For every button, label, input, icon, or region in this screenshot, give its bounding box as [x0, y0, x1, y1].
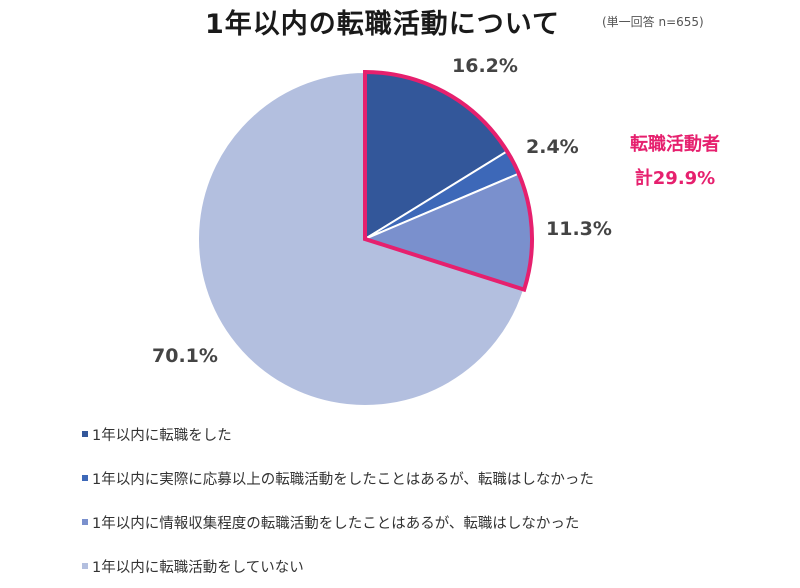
slice-label-1: 2.4% — [526, 136, 579, 158]
slice-label-2: 11.3% — [546, 218, 612, 240]
annotation-line-1: 転職活動者 — [630, 134, 720, 155]
annotation-line-2: 計29.9% — [634, 168, 716, 189]
legend-item: 1年以内に実際に応募以上の転職活動をしたことはあるが、転職はしなかった — [82, 456, 594, 500]
slice-label-0: 16.2% — [452, 55, 518, 77]
legend-label: 1年以内に転職をした — [92, 427, 232, 444]
pie-chart — [197, 69, 534, 407]
legend-item: 1年以内に情報収集程度の転職活動をしたことはあるが、転職はしなかった — [82, 500, 594, 544]
slice-label-3: 70.1% — [152, 345, 218, 367]
highlight-annotation: 転職活動者 計29.9% — [620, 128, 730, 196]
legend-swatch-icon — [82, 475, 88, 481]
chart-subtitle: (単一回答 n=655) — [602, 15, 704, 29]
highlight-outline — [363, 69, 534, 293]
legend: 1年以内に転職をした 1年以内に実際に応募以上の転職活動をしたことはあるが、転職… — [82, 412, 594, 588]
legend-swatch-icon — [82, 431, 88, 437]
legend-label: 1年以内に実際に応募以上の転職活動をしたことはあるが、転職はしなかった — [92, 471, 594, 488]
legend-item: 1年以内に転職をした — [82, 412, 594, 456]
legend-swatch-icon — [82, 563, 88, 569]
chart-title: 1年以内の転職活動について — [205, 9, 560, 40]
legend-swatch-icon — [82, 519, 88, 525]
legend-item: 1年以内に転職活動をしていない — [82, 544, 594, 588]
legend-label: 1年以内に転職活動をしていない — [92, 559, 304, 576]
legend-label: 1年以内に情報収集程度の転職活動をしたことはあるが、転職はしなかった — [92, 515, 580, 532]
pie-slice-3 — [197, 70, 526, 407]
